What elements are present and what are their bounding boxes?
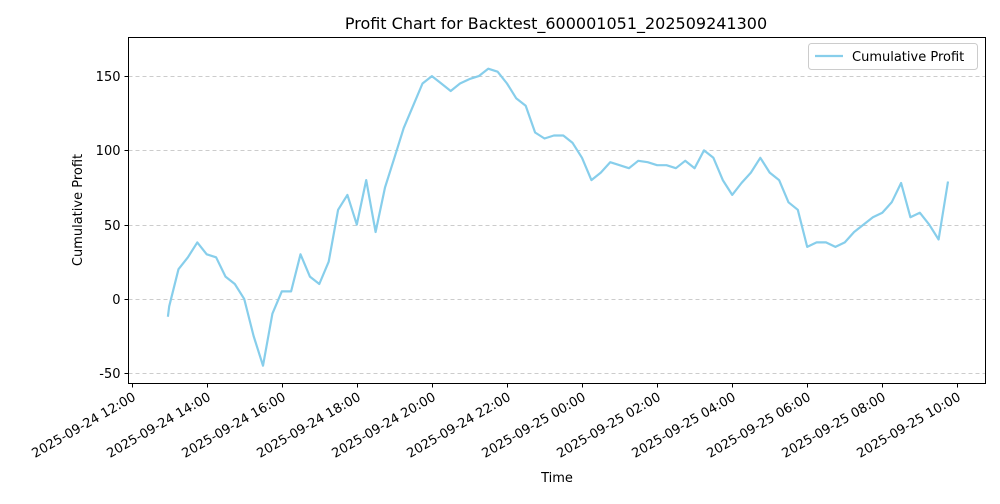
- grid-lines: [128, 76, 986, 374]
- legend-box: [808, 43, 978, 70]
- chart-title: Profit Chart for Backtest_600001051_2025…: [345, 14, 767, 34]
- y-tick-label: 150: [96, 70, 121, 85]
- x-axis-label: Time: [540, 471, 573, 486]
- plot-frame: [128, 37, 986, 384]
- y-tick-label: 50: [104, 219, 121, 234]
- series-line-cumulative-profit: [166, 67, 950, 367]
- y-tick-label: 0: [112, 293, 120, 308]
- y-axis-ticks: -50 0 50 100 150: [96, 70, 129, 382]
- y-axis-label: Cumulative Profit: [71, 154, 86, 266]
- y-tick-label: 100: [96, 144, 121, 159]
- y-tick-label: -50: [99, 367, 120, 382]
- legend: Cumulative Profit: [808, 43, 978, 70]
- legend-label: Cumulative Profit: [852, 50, 964, 65]
